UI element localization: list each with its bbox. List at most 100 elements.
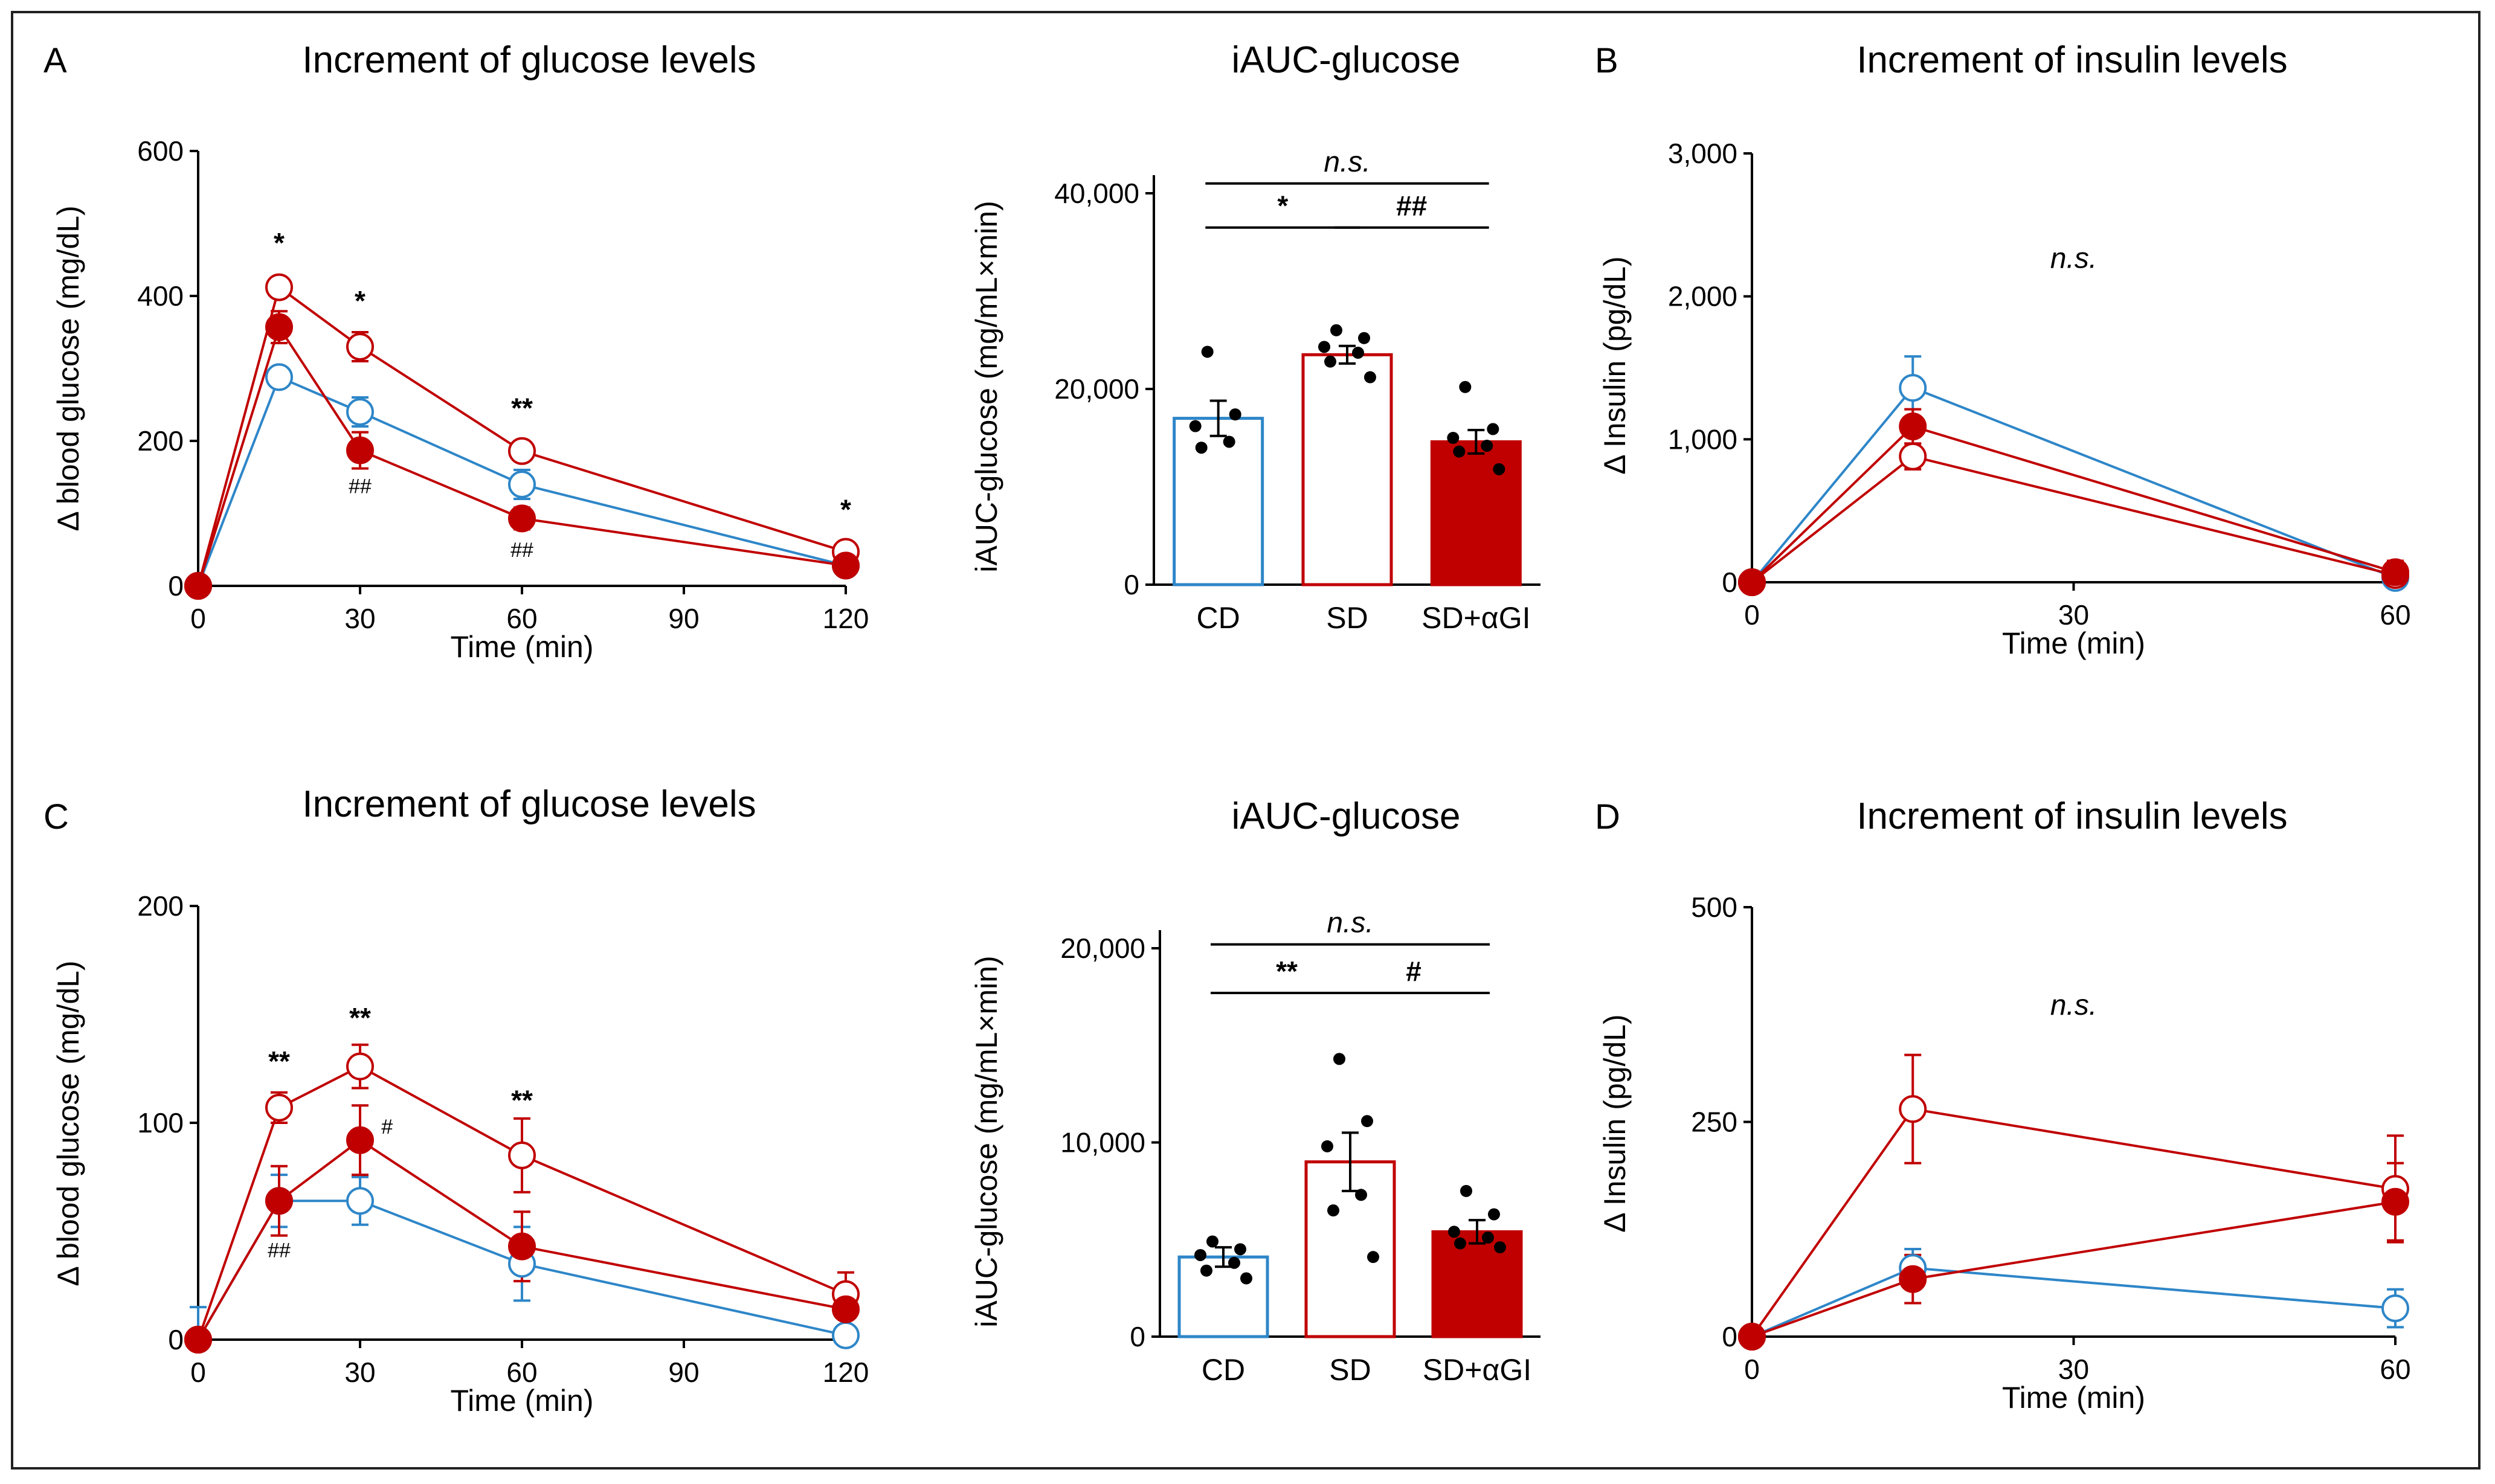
- y-axis-label: iAUC-glucose (mg/mL×min): [970, 956, 1003, 1327]
- series-CD: [1751, 355, 2404, 583]
- individual-point: [1228, 1256, 1240, 1269]
- series-SD+αGI: [1751, 408, 2404, 583]
- y-tick-label: 0: [1124, 569, 1139, 600]
- category-label: CD: [1202, 1353, 1245, 1387]
- significance-annotation: **: [511, 1084, 533, 1116]
- significance-annotation: *: [355, 285, 365, 316]
- y-tick-label: 250: [1691, 1107, 1737, 1138]
- chart-C-bar: iAUC-glucose 0 10,000 20,000 iAUC-glucose (m…: [970, 795, 1540, 1387]
- x-tick-label: 0: [1744, 599, 1760, 631]
- individual-point: [1367, 1251, 1379, 1264]
- individual-point: [1447, 432, 1460, 444]
- bar-SD: [1301, 353, 1393, 586]
- data-point: [2381, 558, 2409, 586]
- data-point: [1738, 568, 1766, 596]
- series-line: [1751, 386, 2396, 583]
- individual-point: [1318, 341, 1330, 353]
- data-point: [346, 333, 374, 361]
- series-CD: [1751, 1247, 2404, 1338]
- x-tick-label: 0: [1744, 1354, 1760, 1385]
- markers-SD+αGI: [184, 313, 860, 600]
- x-tick-label: 90: [668, 1357, 699, 1388]
- bar-SD+αGI: [1430, 440, 1522, 586]
- individual-point: [1487, 423, 1499, 435]
- y-tick-label: 100: [137, 1107, 184, 1139]
- data-point: [265, 273, 293, 301]
- data-point: [1899, 413, 1927, 441]
- bracket-label: *: [1277, 190, 1288, 222]
- data-point: [346, 1187, 374, 1215]
- data-point: [265, 363, 293, 391]
- individual-point: [1488, 1208, 1500, 1221]
- category-label: SD+αGI: [1423, 1353, 1531, 1387]
- individual-point: [1201, 345, 1214, 358]
- bar-CD: [1173, 417, 1264, 586]
- y-axis-label: Δ Insulin (pg/dL): [1598, 1014, 1632, 1232]
- y-tick-label: 0: [1722, 1321, 1737, 1352]
- significance-annotation: **: [511, 393, 533, 424]
- x-axis-label: Time (min): [450, 1384, 593, 1418]
- y-tick-label: 3,000: [1668, 138, 1737, 169]
- category-label: SD+αGI: [1421, 601, 1530, 635]
- individual-point: [1493, 463, 1505, 475]
- individual-point: [1333, 1053, 1345, 1065]
- data-point: [508, 504, 536, 533]
- individual-point: [1481, 439, 1493, 452]
- chart-A-bar: iAUC-glucose 0 20,000 40,000 iAUC-glucose (m…: [970, 39, 1540, 635]
- chart-title: Increment of insulin levels: [1856, 39, 2287, 81]
- chart-title: iAUC-glucose: [1231, 39, 1460, 81]
- individual-point: [1189, 420, 1202, 432]
- x-tick-label: 60: [506, 603, 537, 634]
- individual-point: [1194, 1248, 1206, 1261]
- bar-CD: [1177, 1255, 1269, 1338]
- x-tick-label: 120: [823, 1357, 869, 1388]
- x-tick-label: 60: [2380, 1354, 2410, 1385]
- panel-label: C: [43, 797, 69, 837]
- x-tick-label: 30: [344, 603, 375, 634]
- series-line: [1751, 1200, 2396, 1338]
- bracket-label: n.s.: [1327, 907, 1373, 939]
- chart-C-line: C Increment of glucose levels 0 100 200 0 30 60…: [43, 783, 869, 1418]
- individual-point: [1352, 347, 1364, 359]
- significance-annotation: #: [381, 1116, 393, 1139]
- individual-point: [1358, 332, 1370, 344]
- y-tick-label: 0: [168, 1324, 184, 1355]
- markers-CD: [1738, 374, 2409, 596]
- markers-SD+αGI: [184, 1126, 860, 1354]
- significance-annotation: **: [268, 1046, 290, 1077]
- individual-point: [1206, 1235, 1219, 1248]
- data-point: [346, 436, 374, 464]
- data-point: [346, 1126, 374, 1154]
- y-tick-label: 1,000: [1668, 423, 1737, 455]
- y-tick-label: 200: [137, 890, 184, 922]
- chart-D-line: D Increment of insulin levels 0 250 500 0 30 60…: [1595, 795, 2411, 1415]
- data-point: [265, 313, 293, 341]
- y-axis-label: Δ Insulin (pg/dL): [1598, 256, 1632, 474]
- data-point: [508, 437, 536, 465]
- individual-point: [1482, 1232, 1494, 1244]
- data-point: [832, 551, 860, 580]
- data-point: [1899, 1265, 1927, 1293]
- chart-title: Increment of insulin levels: [1856, 795, 2287, 837]
- figure-border: [11, 11, 2481, 1470]
- markers-SD: [1738, 442, 2409, 596]
- significance-annotation: ##: [268, 1239, 291, 1262]
- bracket-label: **: [1276, 956, 1298, 987]
- data-point: [832, 1321, 860, 1349]
- x-tick-label: 60: [506, 1357, 537, 1388]
- x-tick-label: 90: [668, 603, 699, 634]
- data-point: [184, 572, 212, 600]
- x-axis-label: Time (min): [2002, 626, 2145, 660]
- bracket-label: ##: [1396, 190, 1427, 222]
- category-label: SD: [1329, 1353, 1371, 1387]
- category-label: SD: [1326, 601, 1368, 635]
- significance-annotation: *: [840, 494, 851, 525]
- individual-point: [1240, 1272, 1252, 1285]
- y-tick-label: 10,000: [1060, 1127, 1145, 1158]
- chart-A-line: A Increment of glucose levels 0 200 400 600 0 3…: [43, 39, 869, 664]
- individual-point: [1454, 1237, 1466, 1250]
- y-tick-label: 40,000: [1054, 178, 1139, 209]
- y-tick-label: 0: [1130, 1321, 1145, 1352]
